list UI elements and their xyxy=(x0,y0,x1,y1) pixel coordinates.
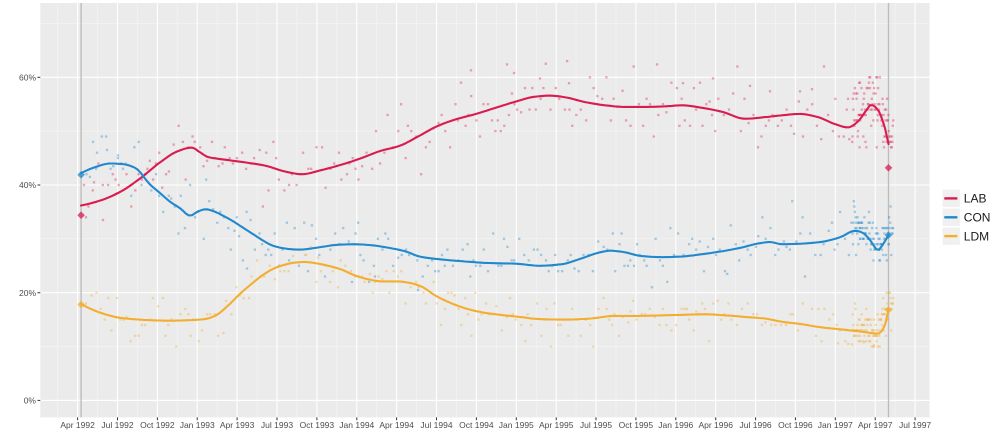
svg-text:60%: 60% xyxy=(19,73,36,83)
svg-text:0%: 0% xyxy=(24,396,37,406)
svg-text:Oct 1995: Oct 1995 xyxy=(619,420,654,430)
svg-text:Jul 1993: Jul 1993 xyxy=(261,420,293,430)
svg-text:Jul 1995: Jul 1995 xyxy=(580,420,612,430)
svg-text:40%: 40% xyxy=(19,180,36,190)
svg-text:Apr 1992: Apr 1992 xyxy=(60,420,95,430)
svg-text:LDM: LDM xyxy=(964,229,989,243)
svg-text:Jul 1992: Jul 1992 xyxy=(101,420,133,430)
svg-text:20%: 20% xyxy=(19,288,36,298)
svg-text:Jul 1994: Jul 1994 xyxy=(420,420,452,430)
svg-text:Apr 1996: Apr 1996 xyxy=(698,420,733,430)
svg-text:Apr 1994: Apr 1994 xyxy=(379,420,414,430)
svg-text:Oct 1994: Oct 1994 xyxy=(459,420,494,430)
svg-text:Jan 1993: Jan 1993 xyxy=(180,420,215,430)
svg-text:Apr 1997: Apr 1997 xyxy=(858,420,893,430)
svg-text:Oct 1996: Oct 1996 xyxy=(778,420,813,430)
svg-text:Jan 1994: Jan 1994 xyxy=(339,420,374,430)
svg-text:Apr 1993: Apr 1993 xyxy=(220,420,255,430)
svg-text:LAB: LAB xyxy=(964,192,987,206)
svg-text:Jan 1995: Jan 1995 xyxy=(499,420,534,430)
svg-text:Jan 1997: Jan 1997 xyxy=(818,420,853,430)
svg-text:Jul 1997: Jul 1997 xyxy=(899,420,931,430)
svg-text:Oct 1992: Oct 1992 xyxy=(140,420,175,430)
svg-text:Jul 1996: Jul 1996 xyxy=(740,420,772,430)
svg-text:Oct 1993: Oct 1993 xyxy=(300,420,335,430)
svg-text:Apr 1995: Apr 1995 xyxy=(539,420,574,430)
svg-text:CON: CON xyxy=(964,211,991,225)
svg-text:Jan 1996: Jan 1996 xyxy=(658,420,693,430)
